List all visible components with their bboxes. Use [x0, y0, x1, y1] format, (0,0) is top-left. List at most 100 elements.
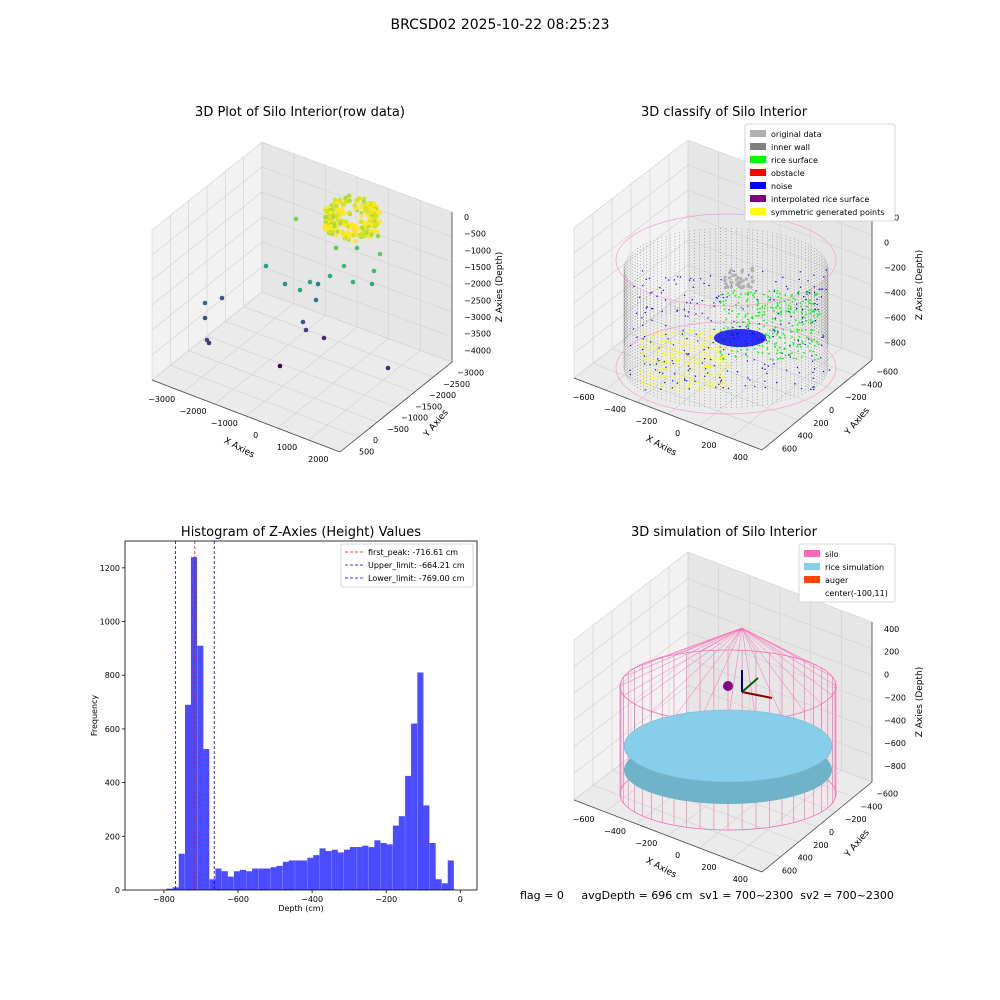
- noise-point: [772, 335, 774, 338]
- symmetric-point: [673, 385, 676, 388]
- raw-data-point: [333, 245, 339, 251]
- noise-point: [688, 388, 690, 390]
- noise-point: [825, 288, 827, 291]
- rice-surface-point: [811, 328, 814, 331]
- raw-data-point: [371, 202, 377, 208]
- noise-point: [772, 329, 774, 331]
- classify-x-tick-label: −400: [604, 405, 626, 414]
- histogram-legend-box: [340, 543, 474, 588]
- original-data-point: [737, 283, 741, 287]
- noise-point: [685, 352, 688, 355]
- original-data-point: [744, 277, 748, 281]
- noise-point: [695, 333, 697, 336]
- rice-surface-point: [734, 303, 737, 306]
- symmetric-point: [715, 331, 718, 334]
- symmetric-point: [714, 357, 716, 360]
- raw-data-point: [277, 363, 283, 369]
- symmetric-point: [671, 331, 674, 334]
- rice-surface-point: [734, 295, 737, 297]
- symmetric-point: [640, 340, 642, 342]
- simulation-axis-line: [573, 799, 763, 873]
- symmetric-point: [662, 339, 665, 342]
- noise-point: [681, 333, 684, 335]
- symmetric-point: [688, 383, 690, 386]
- rice-surface-point: [789, 354, 791, 356]
- silo-wire: [741, 627, 822, 705]
- rice-surface-point: [782, 328, 785, 331]
- raw-data-point: [343, 195, 348, 200]
- noise-point: [818, 288, 820, 291]
- noise-point: [796, 366, 799, 369]
- rice-surface-point: [813, 358, 816, 361]
- rice-surface-point: [753, 296, 756, 299]
- symmetric-point: [726, 365, 729, 368]
- simulation-legend-label: center(-100,11): [825, 589, 888, 598]
- simulation-y-tick-label: −600: [876, 789, 898, 798]
- raw-data-point: [371, 268, 377, 274]
- rice-surface-point: [740, 348, 742, 351]
- rice-surface-point: [746, 312, 749, 315]
- symmetric-point: [708, 371, 710, 374]
- noise-point: [814, 320, 817, 322]
- rice-surface-point: [768, 352, 770, 355]
- rice-surface-point: [784, 337, 786, 339]
- histogram-bar: [423, 805, 430, 890]
- classify-legend-label: obstacle: [771, 169, 805, 178]
- rice-surface-point: [809, 329, 812, 331]
- symmetric-point: [656, 353, 659, 355]
- raw-data-point: [323, 220, 328, 225]
- symmetric-point: [715, 358, 718, 361]
- noise-point: [823, 276, 825, 278]
- raw-data-point: [369, 232, 374, 237]
- noise-point: [692, 286, 694, 288]
- rice-surface-point: [774, 326, 777, 329]
- noise-point: [662, 289, 665, 291]
- raw-data-point: [369, 281, 375, 287]
- classify-y-axis-label: Y Axies: [843, 406, 872, 438]
- symmetric-point: [683, 346, 686, 349]
- noise-point: [696, 302, 698, 304]
- noise-point: [676, 382, 679, 384]
- classify-legend-swatch: [750, 208, 766, 215]
- raw-data-point: [321, 335, 327, 341]
- rice-surface-point: [802, 300, 805, 303]
- symmetric-point: [650, 376, 653, 379]
- noise-point: [713, 302, 715, 304]
- symmetric-point: [676, 362, 678, 364]
- simulation-y-tick-label: 600: [782, 867, 797, 876]
- original-data-point: [729, 285, 734, 289]
- simulation-x-tick-label: 0: [675, 851, 680, 860]
- rice-surface-point: [725, 318, 728, 321]
- rice-surface-point: [774, 346, 776, 348]
- symmetric-point: [663, 376, 666, 379]
- noise-point: [719, 301, 721, 303]
- noise-point: [695, 313, 697, 315]
- noise-point: [811, 360, 814, 362]
- center-marker: [723, 681, 733, 691]
- y-tick-label: 400: [105, 779, 120, 788]
- simulation-grid-line: [687, 551, 873, 623]
- symmetric-point: [662, 388, 664, 391]
- rice-surface-point: [806, 305, 808, 308]
- noise-point: [663, 381, 666, 384]
- symmetric-point: [688, 332, 691, 335]
- raw-z-tick-label: −1500: [464, 263, 491, 272]
- rice-surface-point: [813, 294, 816, 297]
- raw-data-point: [337, 197, 343, 202]
- noise-point: [733, 320, 735, 323]
- symmetric-point: [725, 348, 728, 351]
- noise-point: [649, 364, 651, 366]
- symmetric-point: [725, 384, 728, 387]
- symmetric-point: [689, 349, 691, 352]
- simulation-z-tick-label: −800: [884, 762, 906, 771]
- noise-point: [707, 347, 710, 349]
- symmetric-point: [690, 329, 693, 332]
- classify-legend-swatch: [750, 130, 766, 137]
- noise-point: [812, 377, 814, 379]
- rice-surface-point: [770, 306, 772, 309]
- symmetric-point: [650, 338, 653, 341]
- rice-surface-point: [771, 321, 774, 324]
- rice-surface-point: [779, 351, 782, 354]
- rice-surface-point: [796, 330, 799, 333]
- noise-point: [799, 343, 801, 346]
